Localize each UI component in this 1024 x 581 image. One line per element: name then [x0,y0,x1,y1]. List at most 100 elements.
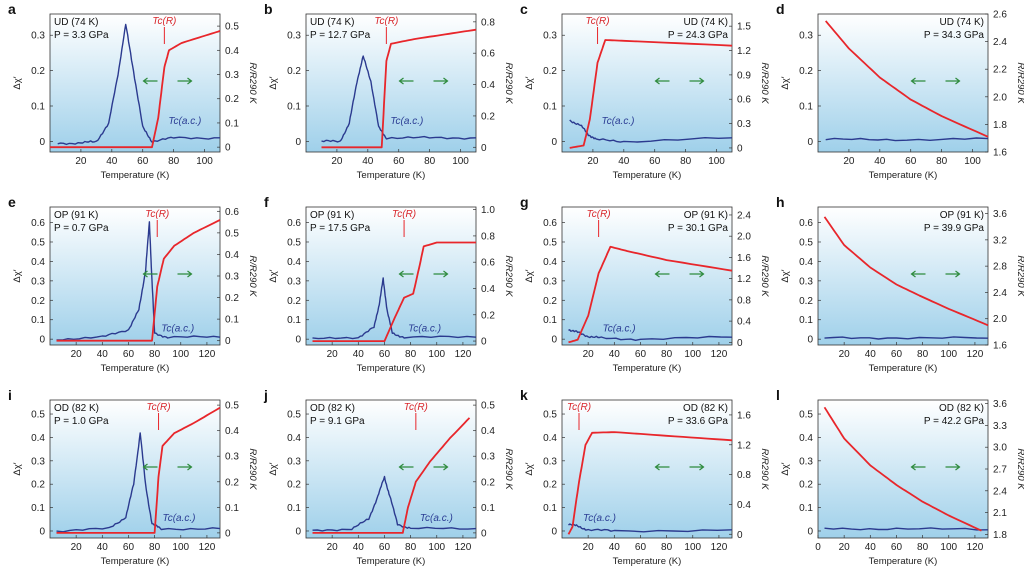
resistance-curve [312,241,476,342]
y-right-tick-label: 2.4 [993,486,1007,497]
plot-frame [305,399,477,539]
y-right-axis-title: R/R290 K [759,255,770,297]
y-right-tick-label: 0.4 [225,46,239,57]
x-tick-label: 80 [405,542,417,553]
x-axis-title: Temperature (K) [869,363,938,374]
panel-k: 20 40 60 80 100 120 0 0.1 0.2 0.3 0.4 0.5 0 0.4 0.8 1.2… [512,386,770,579]
y-left-tick-label: 0.3 [287,456,301,467]
y-left-tick-label: 0.2 [799,296,813,307]
y-right-tick-label: 2.8 [993,262,1007,273]
x-tick-label: 80 [936,156,948,167]
x-tick-label: 20 [71,542,83,553]
y-right-tick-label: 0 [225,143,231,154]
y-left-tick-label: 0 [295,335,301,346]
panel-i-svg: 20 40 60 80 100 120 0 0.1 0.2 0.3 0.4 0.5 0 0.1 0.2 0.3… [8,387,258,567]
x-tick-label: 40 [97,542,109,553]
y-right-axis-title: R/R290 K [1015,448,1024,490]
x-tick-label: 80 [661,542,673,553]
x-tick-label: 60 [905,156,917,167]
y-right-tick-label: 0.6 [481,49,495,60]
tc-ac-label: Tc(a.c.) [168,116,201,127]
y-right-axis-title: R/R290 K [503,255,514,297]
panel-b-svg: 20 40 60 80 100 0 0.1 0.2 0.3 0 0.2 0.4 0.6 0.8 Temper… [264,1,514,181]
sample-label: OP (91 K) [684,210,728,221]
y-right-axis-title: R/R290 K [503,448,514,490]
y-left-tick-label: 0.2 [287,480,301,491]
plot-frame [817,13,989,153]
y-right-tick-label: 0.4 [481,426,495,437]
tc-ac-label: Tc(a.c.) [603,324,636,335]
panel-g-svg: 20 40 60 80 100 120 0 0.1 0.2 0.3 0.4 0.5 0.6 0 0.4 0.8… [520,194,770,374]
susceptibility-curve [568,523,733,533]
y-left-tick-label: 0.1 [31,503,45,514]
y-left-tick-label: 0.5 [287,237,301,248]
y-right-tick-label: 0.6 [481,258,495,269]
y-left-tick-label: 0.6 [543,218,557,229]
susceptibility-curve [825,137,989,142]
y-left-tick-label: 0.3 [287,31,301,42]
panel-i: 20 40 60 80 100 120 0 0.1 0.2 0.3 0.4 0.5 0 0.1 0.2 0.3… [0,386,258,579]
y-right-tick-label: 0.1 [225,315,239,326]
pressure-label: P = 33.6 GPa [668,416,729,427]
plot-background [50,207,220,345]
x-tick-label: 20 [839,542,851,553]
arrow-right-axis-icon [945,270,961,278]
pressure-label: P = 30.1 GPa [668,223,729,234]
y-right-tick-label: 0.8 [481,17,495,28]
arrow-right-axis-icon [689,463,705,471]
pressure-label: P = 17.5 GPa [310,223,371,234]
x-tick-label: 120 [711,349,728,360]
y-left-tick-label: 0 [807,335,813,346]
tc-resistance-label: Tc(R) [146,402,170,413]
y-right-tick-label: 0.2 [481,477,495,488]
y-right-tick-label: 0.4 [481,284,495,295]
y-left-tick-label: 0.1 [287,102,301,113]
y-left-tick-label: 0.5 [287,410,301,421]
x-tick-label: 60 [635,542,647,553]
plot-background [818,207,988,345]
pressure-label: P = 39.9 GPa [924,223,985,234]
arrow-right-axis-icon [433,463,449,471]
y-right-tick-label: 0.2 [225,94,239,105]
tc-ac-label: Tc(a.c.) [583,513,616,524]
panel-a-svg: 20 40 60 80 100 0 0.1 0.2 0.3 0 0.1 0.2 0.3 0.4 0.5 Tem… [8,1,258,181]
sample-label: OP (91 K) [310,210,354,221]
y-left-tick-label: 0.4 [287,257,301,268]
resistance-curve [321,28,477,149]
resistance-curve [825,20,989,138]
y-left-tick-label: 0.2 [543,296,557,307]
arrow-left-axis-icon [398,77,414,85]
panel-label: h [776,194,785,210]
y-right-tick-label: 0.2 [225,293,239,304]
pressure-label: P = 3.3 GPa [54,30,109,41]
y-right-tick-label: 1.5 [737,22,751,33]
sample-label: UD (74 K) [310,17,354,28]
x-axis-title: Temperature (K) [869,170,938,181]
y-right-tick-label: 3.6 [993,209,1007,220]
y-left-tick-label: 0.3 [543,276,557,287]
y-left-tick-label: 0.2 [799,66,813,77]
y-left-tick-label: 0.5 [799,237,813,248]
y-right-tick-label: 1.2 [737,46,751,57]
x-tick-label: 20 [75,156,87,167]
plot-background [562,207,732,345]
x-tick-label: 60 [137,156,149,167]
arrow-left-axis-icon [654,77,670,85]
y-left-tick-label: 0 [39,137,45,148]
y-right-tick-label: 0.4 [225,250,239,261]
y-right-tick-label: 0 [737,338,743,349]
x-tick-label: 0 [815,542,821,553]
x-tick-label: 40 [865,349,877,360]
arrow-right-axis-icon [177,463,193,471]
x-tick-label: 120 [967,542,984,553]
y-right-tick-label: 0.8 [737,470,751,481]
x-tick-label: 60 [891,349,903,360]
arrow-left-axis-icon [654,463,670,471]
x-tick-label: 120 [199,542,216,553]
x-tick-label: 80 [680,156,692,167]
y-left-axis-title: Δχ′ [12,269,23,282]
plot-background [818,14,988,152]
susceptibility-curve [824,336,989,340]
resistance-curve [567,431,733,535]
y-left-axis-title: Δχ′ [780,76,791,89]
